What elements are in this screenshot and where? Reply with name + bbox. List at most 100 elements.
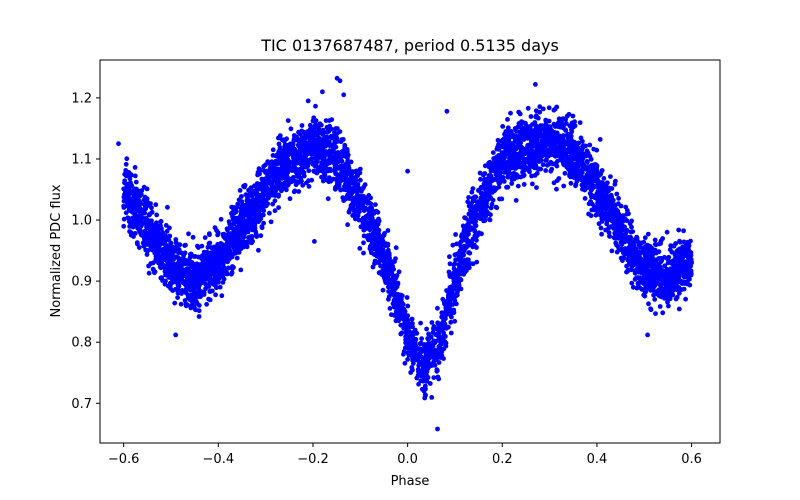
data-point bbox=[146, 270, 152, 276]
data-point bbox=[561, 183, 567, 189]
data-point bbox=[301, 162, 307, 168]
data-point bbox=[347, 191, 353, 197]
data-point bbox=[460, 223, 466, 229]
data-point bbox=[166, 283, 171, 289]
data-point bbox=[569, 140, 575, 145]
data-point bbox=[628, 229, 634, 235]
data-point bbox=[221, 234, 227, 240]
data-point bbox=[256, 182, 261, 188]
data-point bbox=[586, 201, 592, 207]
data-point bbox=[677, 239, 683, 245]
data-point bbox=[613, 202, 618, 208]
data-point bbox=[582, 196, 588, 201]
data-point bbox=[296, 189, 302, 194]
data-point bbox=[530, 181, 535, 187]
data-point bbox=[654, 274, 660, 279]
data-point bbox=[565, 135, 571, 141]
data-point bbox=[226, 265, 231, 271]
data-point bbox=[253, 209, 259, 215]
data-point bbox=[656, 241, 662, 247]
data-point bbox=[327, 123, 332, 129]
data-point bbox=[261, 164, 267, 169]
data-point bbox=[173, 262, 178, 268]
data-point bbox=[610, 197, 616, 203]
data-point bbox=[504, 143, 509, 149]
data-point bbox=[286, 159, 292, 165]
data-point bbox=[265, 201, 271, 207]
data-point bbox=[501, 179, 507, 184]
data-point bbox=[654, 277, 659, 283]
data-point bbox=[131, 195, 136, 201]
data-point bbox=[192, 254, 198, 259]
data-point bbox=[404, 295, 410, 300]
data-point bbox=[620, 213, 626, 219]
data-point bbox=[194, 268, 200, 274]
data-point bbox=[453, 275, 459, 281]
data-point bbox=[262, 198, 268, 203]
data-point bbox=[367, 244, 373, 249]
data-point bbox=[599, 231, 604, 237]
data-point bbox=[682, 281, 687, 286]
data-point bbox=[308, 133, 314, 139]
data-point bbox=[513, 198, 519, 203]
data-point bbox=[666, 293, 672, 298]
data-point bbox=[291, 162, 297, 168]
data-point bbox=[522, 130, 527, 136]
data-point bbox=[591, 162, 597, 168]
data-point bbox=[145, 242, 151, 247]
data-point bbox=[658, 290, 664, 296]
data-point bbox=[218, 216, 224, 222]
data-point bbox=[314, 170, 320, 176]
data-point bbox=[158, 248, 164, 254]
data-point bbox=[250, 238, 256, 244]
data-point bbox=[383, 264, 389, 269]
data-point bbox=[453, 232, 458, 237]
data-point bbox=[596, 221, 602, 227]
data-point bbox=[448, 330, 454, 336]
data-point bbox=[207, 232, 212, 238]
data-point bbox=[330, 142, 336, 148]
data-point bbox=[121, 203, 127, 209]
data-point bbox=[468, 214, 474, 220]
data-point bbox=[455, 289, 460, 295]
data-point bbox=[154, 242, 159, 248]
data-point bbox=[153, 202, 159, 208]
data-point bbox=[345, 222, 350, 228]
data-point bbox=[487, 196, 493, 202]
data-point bbox=[281, 137, 287, 143]
data-point bbox=[468, 261, 473, 266]
data-point bbox=[633, 238, 638, 244]
data-point bbox=[648, 271, 654, 277]
data-point bbox=[166, 237, 172, 243]
data-point bbox=[513, 128, 519, 134]
data-point bbox=[570, 113, 576, 119]
data-point bbox=[662, 292, 668, 298]
data-point bbox=[384, 250, 390, 256]
data-point bbox=[679, 267, 685, 273]
data-point bbox=[352, 183, 358, 189]
data-point bbox=[272, 208, 278, 214]
data-point bbox=[489, 201, 495, 207]
data-point bbox=[369, 250, 374, 256]
data-point bbox=[385, 273, 391, 278]
data-point bbox=[525, 159, 531, 164]
data-point bbox=[390, 290, 396, 296]
data-point bbox=[554, 178, 560, 184]
data-point bbox=[232, 239, 238, 245]
data-point bbox=[305, 158, 310, 164]
data-point bbox=[665, 260, 671, 266]
data-point bbox=[123, 161, 129, 167]
data-point bbox=[239, 194, 244, 199]
data-point bbox=[472, 216, 478, 222]
data-point bbox=[612, 181, 618, 187]
data-point bbox=[138, 219, 144, 225]
data-point bbox=[396, 301, 401, 307]
data-point bbox=[366, 200, 372, 206]
data-point bbox=[146, 224, 152, 230]
data-point bbox=[681, 228, 686, 234]
data-point bbox=[497, 170, 502, 176]
data-point bbox=[408, 322, 414, 327]
data-point bbox=[676, 227, 682, 233]
data-point bbox=[368, 195, 373, 201]
data-point bbox=[494, 186, 499, 191]
